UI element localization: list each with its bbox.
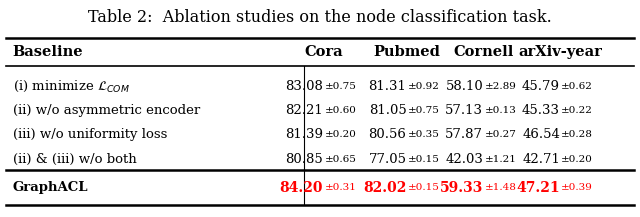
Text: ±0.35: ±0.35 xyxy=(408,130,440,140)
Text: ±0.75: ±0.75 xyxy=(408,106,440,115)
Text: ±0.20: ±0.20 xyxy=(561,155,593,164)
Text: GraphACL: GraphACL xyxy=(13,181,88,194)
Text: Pubmed: Pubmed xyxy=(373,45,440,59)
Text: ±0.62: ±0.62 xyxy=(561,82,593,91)
Text: ±0.60: ±0.60 xyxy=(324,106,356,115)
Text: 82.02: 82.02 xyxy=(363,181,406,195)
Text: (ii) & (iii) w/o both: (ii) & (iii) w/o both xyxy=(13,153,136,166)
Text: 80.56: 80.56 xyxy=(369,128,406,141)
Text: ±0.22: ±0.22 xyxy=(561,106,593,115)
Text: Table 2:  Ablation studies on the node classification task.: Table 2: Ablation studies on the node cl… xyxy=(88,9,552,26)
Text: ±0.13: ±0.13 xyxy=(484,106,516,115)
Text: 81.31: 81.31 xyxy=(369,80,406,93)
Text: Cora: Cora xyxy=(304,45,342,59)
Text: (ii) w/o asymmetric encoder: (ii) w/o asymmetric encoder xyxy=(13,104,200,117)
Text: ±0.31: ±0.31 xyxy=(324,183,356,192)
Text: arXiv-year: arXiv-year xyxy=(518,45,602,59)
Text: ±0.28: ±0.28 xyxy=(561,130,593,140)
Text: 58.10: 58.10 xyxy=(445,80,483,93)
Text: 80.85: 80.85 xyxy=(285,153,323,166)
Text: ±0.92: ±0.92 xyxy=(408,82,440,91)
Text: 77.05: 77.05 xyxy=(369,153,406,166)
Text: (i) minimize $\mathcal{L}_{COM}$: (i) minimize $\mathcal{L}_{COM}$ xyxy=(13,79,130,94)
Text: 81.05: 81.05 xyxy=(369,104,406,117)
Text: 81.39: 81.39 xyxy=(285,128,323,141)
Text: 82.21: 82.21 xyxy=(285,104,323,117)
Text: 47.21: 47.21 xyxy=(516,181,560,195)
Text: Cornell: Cornell xyxy=(453,45,513,59)
Text: 42.03: 42.03 xyxy=(445,153,483,166)
Text: (iii) w/o uniformity loss: (iii) w/o uniformity loss xyxy=(13,128,167,141)
Text: ±0.65: ±0.65 xyxy=(324,155,356,164)
Text: ±0.39: ±0.39 xyxy=(561,183,593,192)
Text: 45.33: 45.33 xyxy=(522,104,560,117)
Text: 57.87: 57.87 xyxy=(445,128,483,141)
Text: ±0.15: ±0.15 xyxy=(408,155,440,164)
Text: ±2.89: ±2.89 xyxy=(484,82,516,91)
Text: 45.79: 45.79 xyxy=(522,80,560,93)
Text: ±0.20: ±0.20 xyxy=(324,130,356,140)
Text: Baseline: Baseline xyxy=(13,45,83,59)
Text: 46.54: 46.54 xyxy=(522,128,560,141)
Text: 42.71: 42.71 xyxy=(522,153,560,166)
Text: 83.08: 83.08 xyxy=(285,80,323,93)
Text: 57.13: 57.13 xyxy=(445,104,483,117)
Text: ±1.21: ±1.21 xyxy=(484,155,516,164)
Text: 84.20: 84.20 xyxy=(280,181,323,195)
Text: ±1.48: ±1.48 xyxy=(484,183,516,192)
Text: ±0.27: ±0.27 xyxy=(484,130,516,140)
Text: ±0.75: ±0.75 xyxy=(324,82,356,91)
Text: 59.33: 59.33 xyxy=(440,181,483,195)
Text: ±0.15: ±0.15 xyxy=(408,183,440,192)
